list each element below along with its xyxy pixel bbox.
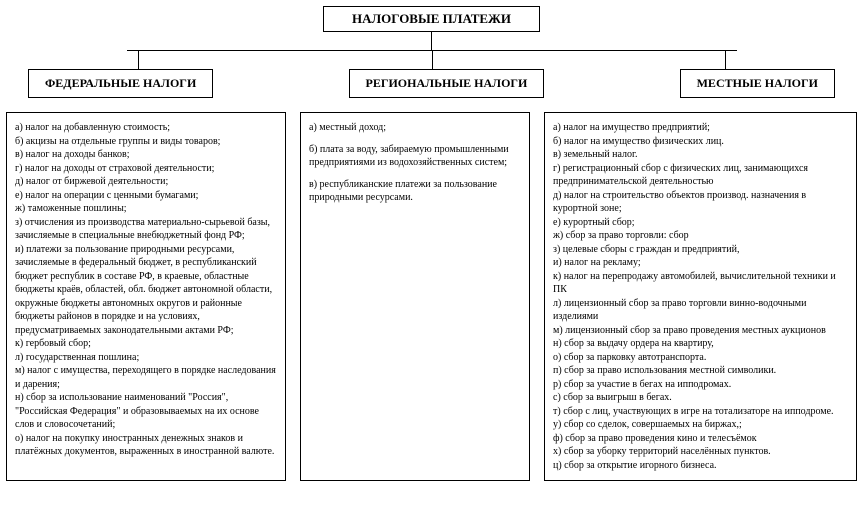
list-item: л) государственная пошлина; bbox=[15, 351, 277, 365]
list-item: г) налог на доходы от страховой деятельн… bbox=[15, 162, 277, 176]
list-item: д) налог от биржевой деятельности; bbox=[15, 175, 277, 189]
list-item: а) налог на добавленную стоимость; bbox=[15, 121, 277, 135]
list-item: т) сбор с лиц, участвующих в игре на тот… bbox=[553, 405, 848, 419]
category-label: РЕГИОНАЛЬНЫЕ НАЛОГИ bbox=[366, 76, 528, 90]
regional-list: а) местный доход; б) плата за воду, забир… bbox=[300, 112, 530, 481]
list-item: к) налог на перепродажу автомобилей, выч… bbox=[553, 270, 848, 297]
category-regional: РЕГИОНАЛЬНЫЕ НАЛОГИ bbox=[349, 69, 545, 98]
list-item: н) сбор за использование наименований "Р… bbox=[15, 391, 277, 432]
list-item: б) акцизы на отдельные группы и виды тов… bbox=[15, 135, 277, 149]
list-item: з) отчисления из производства материальн… bbox=[15, 216, 277, 243]
root-label: НАЛОГОВЫЕ ПЛАТЕЖИ bbox=[352, 11, 511, 26]
list-item: м) лицензионный сбор за право проведения… bbox=[553, 324, 848, 338]
list-item: е) налог на операции с ценными бумагами; bbox=[15, 189, 277, 203]
connector-stem bbox=[431, 32, 432, 50]
list-item: ж) сбор за право торговли: сбор bbox=[553, 229, 848, 243]
connector-drops bbox=[6, 51, 857, 69]
list-item: р) сбор за участие в бегах на ипподромах… bbox=[553, 378, 848, 392]
category-label: МЕСТНЫЕ НАЛОГИ bbox=[697, 76, 818, 90]
connector-drop bbox=[432, 51, 433, 69]
category-label: ФЕДЕРАЛЬНЫЕ НАЛОГИ bbox=[45, 76, 196, 90]
list-item: и) налог на рекламу; bbox=[553, 256, 848, 270]
list-item: в) республиканские платежи за пользовани… bbox=[309, 178, 521, 205]
list-item: д) налог на строительство объектов произ… bbox=[553, 189, 848, 216]
local-list: а) налог на имущество предприятий;б) нал… bbox=[544, 112, 857, 481]
list-item: и) платежи за пользование природными рес… bbox=[15, 243, 277, 338]
list-item: н) сбор за выдачу ордера на квартиру, bbox=[553, 337, 848, 351]
list-item: ж) таможенные пошлины; bbox=[15, 202, 277, 216]
root-node: НАЛОГОВЫЕ ПЛАТЕЖИ bbox=[323, 6, 540, 32]
list-item: у) сбор со сделок, совершаемых на биржах… bbox=[553, 418, 848, 432]
list-item: м) налог с имущества, переходящего в пор… bbox=[15, 364, 277, 391]
list-item: в) налог на доходы банков; bbox=[15, 148, 277, 162]
list-item: а) налог на имущество предприятий; bbox=[553, 121, 848, 135]
list-item: ц) сбор за открытие игорного бизнеса. bbox=[553, 459, 848, 473]
list-item: х) сбор за уборку территорий населённых … bbox=[553, 445, 848, 459]
list-item: к) гербовый сбор; bbox=[15, 337, 277, 351]
list-item: г) регистрационный сбор с физических лиц… bbox=[553, 162, 848, 189]
lists-row: а) налог на добавленную стоимость;б) акц… bbox=[6, 112, 857, 481]
category-local: МЕСТНЫЕ НАЛОГИ bbox=[680, 69, 835, 98]
list-item: з) целевые сборы с граждан и предприятий… bbox=[553, 243, 848, 257]
list-item: е) курортный сбор; bbox=[553, 216, 848, 230]
list-item: п) сбор за право использования местной с… bbox=[553, 364, 848, 378]
connector-drop bbox=[138, 51, 139, 69]
list-item: ф) сбор за право проведения кино и телес… bbox=[553, 432, 848, 446]
list-item: о) сбор за парковку автотранспорта. bbox=[553, 351, 848, 365]
list-item: б) плата за воду, забираемую промышленны… bbox=[309, 143, 521, 170]
list-item: л) лицензионный сбор за право торговли в… bbox=[553, 297, 848, 324]
connector-drop bbox=[725, 51, 726, 69]
category-federal: ФЕДЕРАЛЬНЫЕ НАЛОГИ bbox=[28, 69, 213, 98]
list-item: а) местный доход; bbox=[309, 121, 521, 135]
list-item: б) налог на имущество физических лиц. bbox=[553, 135, 848, 149]
list-item: с) сбор за выигрыш в бегах. bbox=[553, 391, 848, 405]
category-row: ФЕДЕРАЛЬНЫЕ НАЛОГИ РЕГИОНАЛЬНЫЕ НАЛОГИ М… bbox=[6, 69, 857, 98]
federal-list: а) налог на добавленную стоимость;б) акц… bbox=[6, 112, 286, 481]
list-item: в) земельный налог. bbox=[553, 148, 848, 162]
list-item: о) налог на покупку иностранных денежных… bbox=[15, 432, 277, 459]
